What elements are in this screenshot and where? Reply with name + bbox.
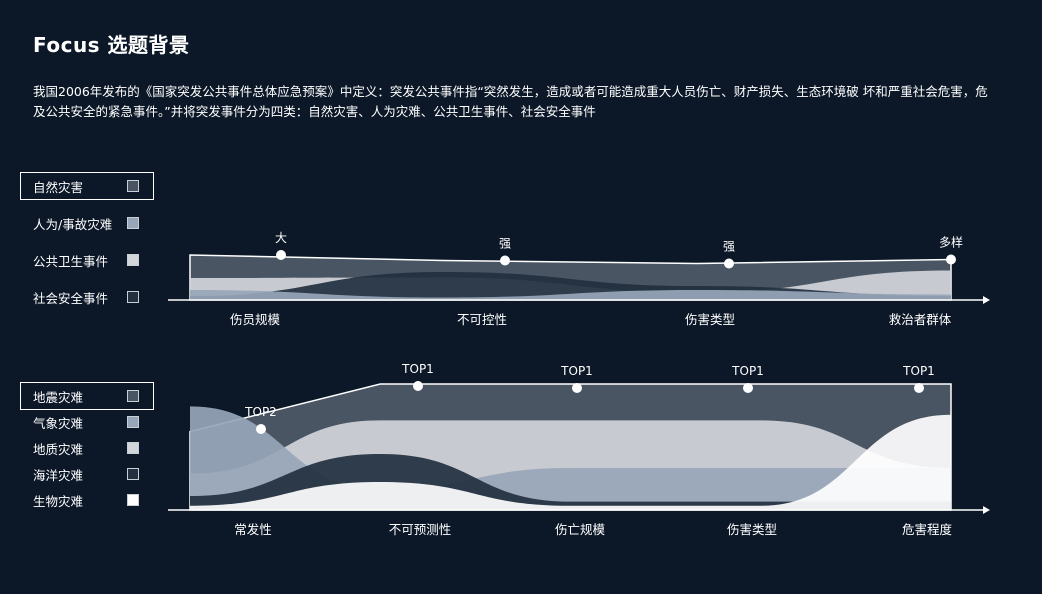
data-label: 强 — [499, 237, 511, 251]
legend-event-categories: 自然灾害人为/事故灾难 公共卫生事件 社会安全事件 — [20, 172, 154, 320]
axis-arrow-icon — [983, 296, 990, 304]
legend-label: 地震灾难 — [33, 389, 84, 405]
data-label: 大 — [275, 231, 287, 245]
legend-label: 地质灾难 — [33, 441, 84, 457]
legend-swatch — [127, 468, 139, 480]
x-tick-label: 伤害类型 — [685, 312, 735, 327]
data-point — [914, 383, 924, 393]
legend-item[interactable]: 社会安全事件 — [20, 283, 154, 311]
data-label: TOP1 — [560, 364, 593, 378]
data-point — [946, 254, 956, 265]
x-tick-label: 危害程度 — [902, 522, 953, 537]
data-point — [572, 383, 582, 393]
legend-label: 自然灾害 — [33, 179, 84, 195]
x-tick-label: 伤员规模 — [230, 312, 281, 327]
x-tick-label: 不可控性 — [457, 312, 507, 327]
legend-item[interactable]: 公共卫生事件 — [20, 246, 154, 274]
legend-swatch — [127, 291, 139, 303]
description-text: 我国2006年发布的《国家突发公共事件总体应急预案》中定义：突发公共事件指“突然… — [33, 84, 988, 119]
data-label: TOP1 — [902, 364, 935, 378]
x-tick-label: 伤亡规模 — [555, 522, 606, 537]
data-point — [413, 381, 423, 391]
data-label: TOP1 — [731, 364, 764, 378]
legend-swatch — [127, 494, 139, 506]
data-point — [500, 255, 510, 266]
data-label: TOP2 — [244, 405, 277, 419]
legend-item[interactable]: 生物灾难 — [20, 486, 154, 514]
page-title: Focus 选题背景 — [33, 33, 190, 57]
x-tick-label: 不可预测性 — [389, 522, 452, 537]
legend-label: 生物灾难 — [33, 493, 84, 509]
data-label: TOP1 — [401, 362, 434, 376]
data-label: 强 — [723, 240, 735, 254]
legend-item[interactable]: 自然灾害 — [20, 172, 154, 200]
legend-swatch — [127, 180, 139, 192]
data-label: 多样 — [939, 235, 963, 250]
legend-label: 海洋灾难 — [33, 467, 84, 483]
series-area — [190, 414, 951, 510]
legend-swatch — [127, 254, 139, 266]
legend-item[interactable]: 海洋灾难 — [20, 460, 154, 488]
series-area — [190, 406, 951, 510]
x-tick-label: 伤害类型 — [727, 522, 777, 537]
legend-natural-disasters: 地震灾难气象灾难地质灾难海洋灾难生物灾难 — [20, 382, 154, 512]
legend-swatch — [127, 416, 139, 428]
series-area — [190, 290, 951, 300]
legend-swatch — [127, 442, 139, 454]
data-point — [743, 383, 753, 393]
legend-label: 人为/事故灾难 — [33, 216, 113, 232]
legend-swatch — [127, 217, 139, 229]
x-tick-label: 常发性 — [234, 522, 272, 537]
legend-label: 气象灾难 — [33, 415, 84, 431]
natural-disaster-area-chart: 常发性 不可预测性 伤亡规模 伤害类型 危害程度 TOP2 TOP1 TOP1 TOP1 TOP1 — [168, 362, 990, 537]
data-point — [276, 250, 286, 260]
data-point — [256, 424, 266, 434]
event-category-area-chart: 伤员规模 不可控性 伤害类型 救治者群体大强强多样 — [168, 231, 990, 327]
legend-label: 公共卫生事件 — [33, 253, 109, 269]
legend-item[interactable]: 地震灾难 — [20, 382, 154, 410]
legend-item[interactable]: 气象灾难 — [20, 408, 154, 436]
data-point — [724, 258, 734, 269]
legend-item[interactable]: 人为/事故灾难 — [20, 209, 154, 237]
axis-arrow-icon — [983, 506, 990, 514]
legend-swatch — [127, 390, 139, 402]
x-tick-label: 救治者群体 — [889, 312, 952, 327]
legend-item[interactable]: 地质灾难 — [20, 434, 154, 462]
legend-label: 社会安全事件 — [33, 290, 109, 306]
